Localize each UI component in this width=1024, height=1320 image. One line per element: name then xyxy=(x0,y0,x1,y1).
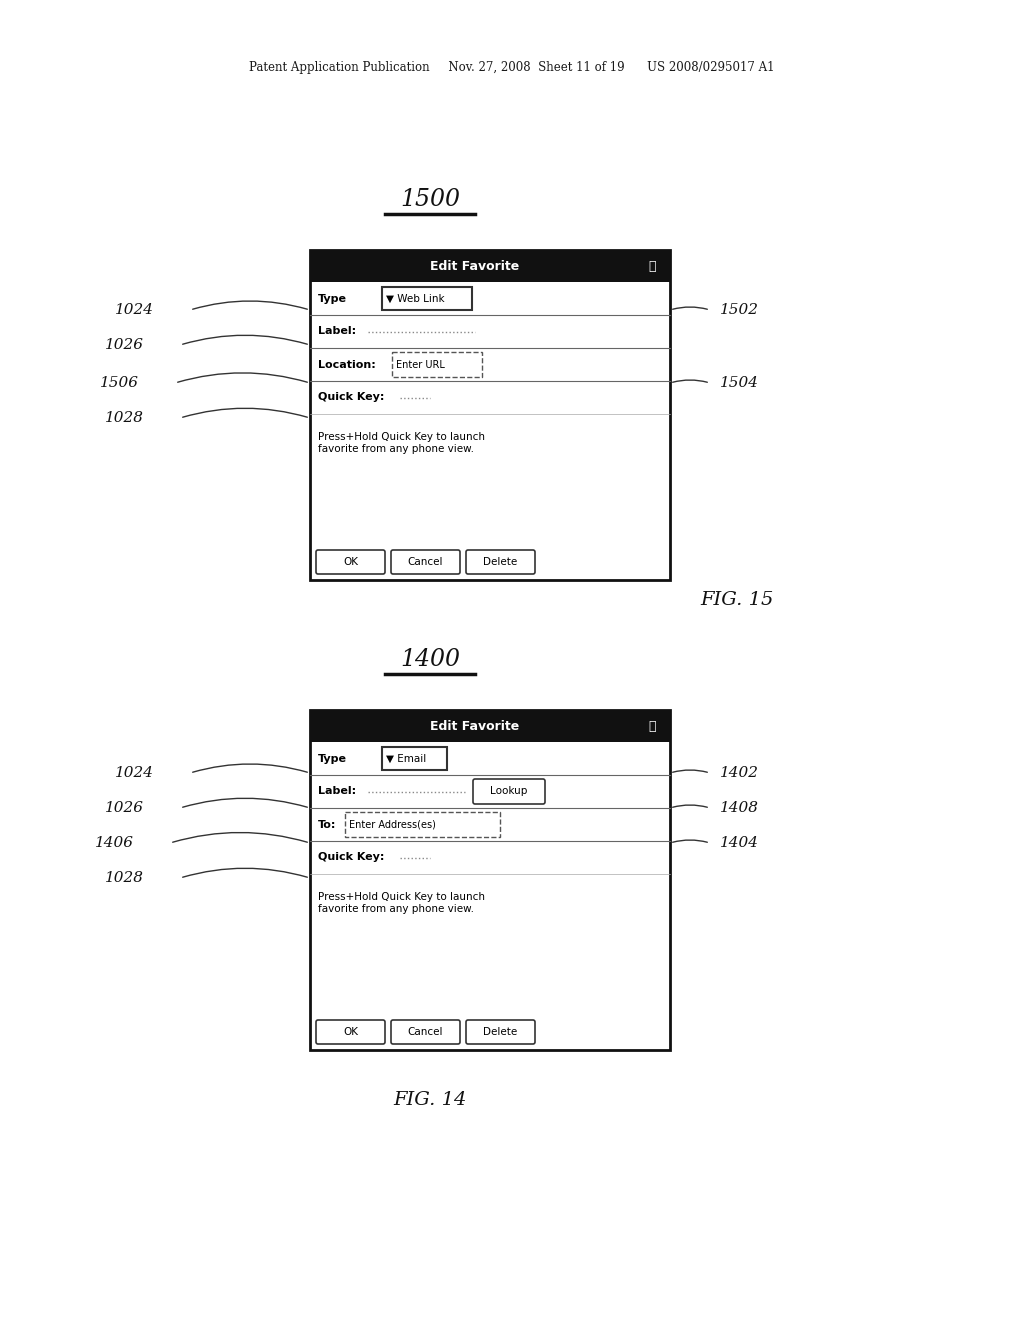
Text: 1408: 1408 xyxy=(720,801,759,814)
Bar xyxy=(310,249,670,282)
Bar xyxy=(345,812,500,837)
FancyBboxPatch shape xyxy=(316,550,385,574)
Text: 1026: 1026 xyxy=(105,801,144,814)
Text: FIG. 15: FIG. 15 xyxy=(700,591,773,609)
Text: 1028: 1028 xyxy=(105,411,144,425)
Text: Quick Key:: Quick Key: xyxy=(318,392,384,403)
Text: Delete: Delete xyxy=(483,1027,517,1038)
Text: ▼ Web Link: ▼ Web Link xyxy=(386,293,444,304)
Text: 1506: 1506 xyxy=(100,376,139,389)
Text: Enter URL: Enter URL xyxy=(396,359,444,370)
Bar xyxy=(392,352,482,378)
FancyBboxPatch shape xyxy=(473,779,545,804)
Text: Label:: Label: xyxy=(318,787,356,796)
Text: Type: Type xyxy=(318,754,347,763)
Text: 1502: 1502 xyxy=(720,304,759,317)
Text: Edit Favorite: Edit Favorite xyxy=(430,260,519,272)
Text: Enter Address(es): Enter Address(es) xyxy=(349,820,436,829)
Text: Cancel: Cancel xyxy=(408,1027,443,1038)
Text: To:: To: xyxy=(318,820,336,829)
Text: Location:: Location: xyxy=(318,359,376,370)
Text: Quick Key:: Quick Key: xyxy=(318,853,384,862)
Text: 1402: 1402 xyxy=(720,766,759,780)
Bar xyxy=(310,710,670,742)
FancyBboxPatch shape xyxy=(316,1020,385,1044)
FancyBboxPatch shape xyxy=(391,550,460,574)
Text: OK: OK xyxy=(343,557,358,568)
Text: FIG. 14: FIG. 14 xyxy=(393,1092,467,1109)
Text: OK: OK xyxy=(343,1027,358,1038)
Text: Cancel: Cancel xyxy=(408,557,443,568)
Text: Patent Application Publication     Nov. 27, 2008  Sheet 11 of 19      US 2008/02: Patent Application Publication Nov. 27, … xyxy=(249,62,775,74)
Text: 1504: 1504 xyxy=(720,376,759,389)
Bar xyxy=(310,249,670,579)
Text: Type: Type xyxy=(318,293,347,304)
Text: Lookup: Lookup xyxy=(490,787,527,796)
Bar xyxy=(310,710,670,1049)
Text: 1406: 1406 xyxy=(95,836,134,850)
Text: 1028: 1028 xyxy=(105,871,144,884)
Text: 1500: 1500 xyxy=(400,189,460,211)
Text: Press+Hold Quick Key to launch
favorite from any phone view.: Press+Hold Quick Key to launch favorite … xyxy=(318,432,485,454)
Text: ⓘ: ⓘ xyxy=(648,719,655,733)
FancyBboxPatch shape xyxy=(466,550,535,574)
Text: 1026: 1026 xyxy=(105,338,144,352)
Text: 1404: 1404 xyxy=(720,836,759,850)
FancyBboxPatch shape xyxy=(466,1020,535,1044)
Bar xyxy=(382,286,472,310)
Text: 1400: 1400 xyxy=(400,648,460,672)
Text: Label:: Label: xyxy=(318,326,356,337)
Text: ▼ Email: ▼ Email xyxy=(386,754,426,763)
FancyBboxPatch shape xyxy=(391,1020,460,1044)
Text: Delete: Delete xyxy=(483,557,517,568)
Text: Edit Favorite: Edit Favorite xyxy=(430,719,519,733)
Text: 1024: 1024 xyxy=(115,766,154,780)
Text: ⓘ: ⓘ xyxy=(648,260,655,272)
Bar xyxy=(382,747,447,770)
Text: Press+Hold Quick Key to launch
favorite from any phone view.: Press+Hold Quick Key to launch favorite … xyxy=(318,892,485,913)
Text: 1024: 1024 xyxy=(115,304,154,317)
